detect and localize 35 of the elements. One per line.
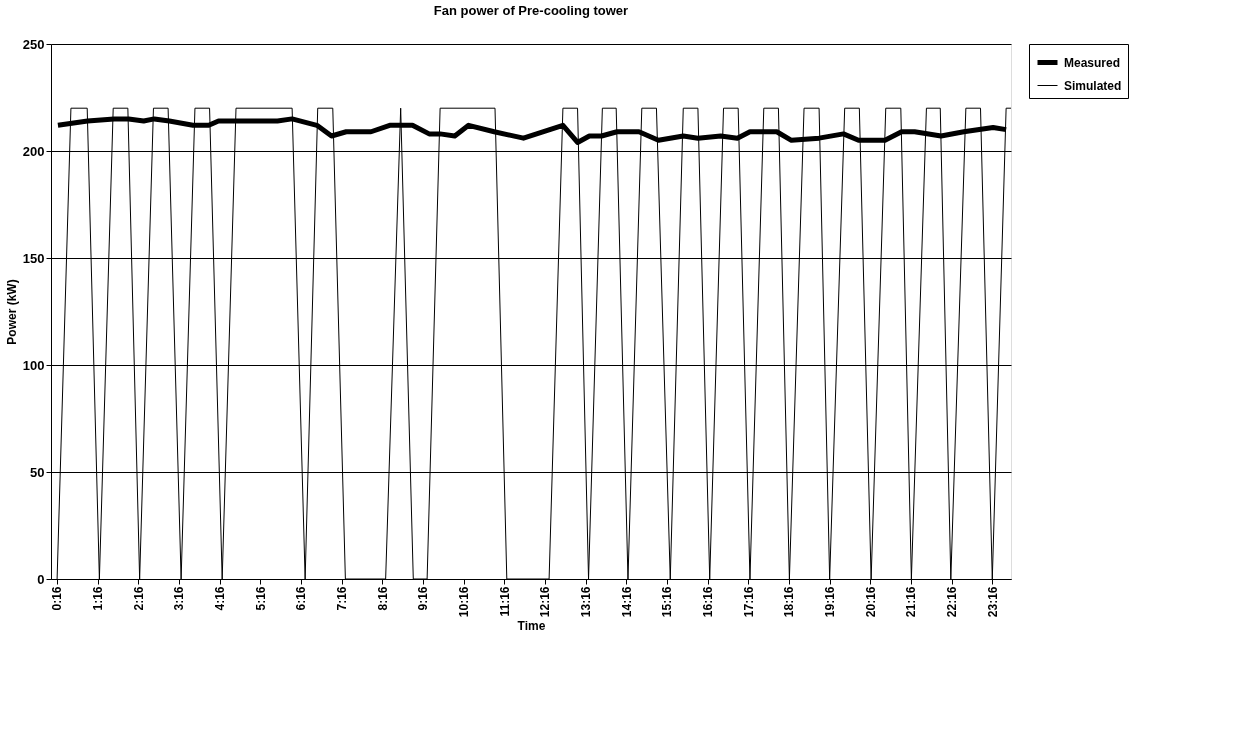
x-tick-label: 7:16 <box>335 586 350 611</box>
x-tick-label: 18:16 <box>782 586 797 618</box>
x-tick-label: 17:16 <box>741 586 756 618</box>
x-tick-label: 3:16 <box>172 586 187 611</box>
legend-label: Measured <box>1064 55 1121 70</box>
x-tick-label: 2:16 <box>131 586 146 611</box>
x-tick-label: 0:16 <box>50 586 65 611</box>
x-axis-title: Time <box>517 619 546 634</box>
y-axis-title: Power (kW) <box>4 279 19 345</box>
x-tick-label: 19:16 <box>823 586 838 618</box>
x-tick-label: 22:16 <box>945 586 959 618</box>
x-tick-label: 20:16 <box>863 586 878 618</box>
x-tick-label: 4:16 <box>213 586 228 611</box>
y-tick-label: 100 <box>22 357 45 373</box>
y-tick-label: 150 <box>22 250 45 266</box>
x-tick-label: 8:16 <box>375 586 390 611</box>
x-tick-label: 13:16 <box>579 586 594 618</box>
y-tick-label: 250 <box>22 36 45 52</box>
x-tick-label: 10:16 <box>457 586 472 618</box>
y-tick-label: 200 <box>22 143 45 159</box>
y-tick-label: 0 <box>37 571 45 587</box>
x-tick-label: 1:16 <box>91 586 106 611</box>
chart-title: Fan power of Pre-cooling tower <box>433 3 629 18</box>
x-tick-label: 11:16 <box>497 586 512 617</box>
legend-label: Simulated <box>1064 78 1122 93</box>
x-tick-label: 12:16 <box>538 586 553 618</box>
x-tick-label: 15:16 <box>660 586 675 618</box>
x-tick-label: 21:16 <box>904 586 919 618</box>
x-tick-label: 9:16 <box>416 586 431 611</box>
x-tick-label: 23:16 <box>985 586 1000 618</box>
x-tick-label: 5:16 <box>253 586 268 611</box>
x-tick-label: 6:16 <box>294 586 309 611</box>
x-tick-label: 14:16 <box>619 586 634 618</box>
x-tick-label: 16:16 <box>701 586 716 618</box>
y-tick-label: 50 <box>30 464 45 480</box>
